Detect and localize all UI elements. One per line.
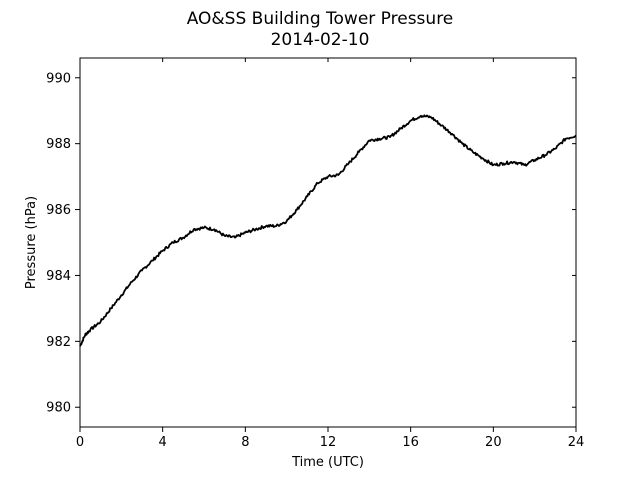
chart-subtitle: 2014-02-10 (271, 30, 370, 50)
y-tick-label: 988 (46, 137, 71, 152)
x-tick-label: 8 (241, 435, 249, 450)
x-tick-label: 24 (568, 435, 585, 450)
plot-area (79, 114, 577, 347)
y-axis-label: Pressure (hPa) (24, 196, 39, 289)
x-tick-label: 4 (159, 435, 167, 450)
x-tick-label: 0 (76, 435, 84, 450)
x-tick-label: 12 (320, 435, 337, 450)
y-tick-label: 990 (46, 71, 71, 86)
y-tick-label: 982 (46, 335, 71, 350)
x-axis-label: Time (UTC) (291, 455, 364, 470)
chart-title: AO&SS Building Tower Pressure (187, 9, 454, 29)
plot-frame (79, 57, 577, 428)
y-tick-label: 984 (46, 269, 71, 284)
axis-ticks: 0 4 8 12 16 20 24 980 982 984 986 988 990 (46, 58, 584, 450)
pressure-series-line (79, 114, 577, 347)
x-tick-label: 20 (485, 435, 502, 450)
y-tick-label: 980 (46, 401, 71, 416)
x-tick-label: 16 (402, 435, 419, 450)
y-tick-label: 986 (46, 203, 71, 218)
